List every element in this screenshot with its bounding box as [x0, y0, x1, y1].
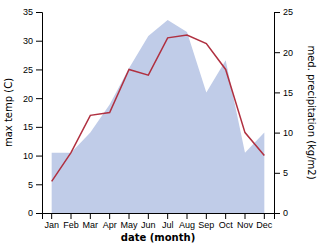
y-tick: 25 [23, 65, 42, 75]
x-tick-mark [90, 213, 91, 219]
y-tick-label: 20 [23, 94, 33, 104]
y-tick-label: 30 [23, 36, 33, 46]
x-tick: Jun [141, 213, 156, 230]
y2-tick-mark [274, 213, 280, 214]
x-tick-label: Feb [63, 220, 79, 230]
y2-axis-title: med. precipitation (kg/m2) [306, 45, 317, 179]
y2-tick: 15 [274, 88, 293, 98]
y2-tick: 0 [274, 208, 288, 218]
y-tick-label: 10 [23, 151, 33, 161]
plot: Jan Feb Mar AprMayJun Jul AugSep OctNovDec 0 5 10… [3, 7, 317, 243]
axis-domain [275, 13, 281, 214]
y-tick-mark [36, 184, 42, 185]
y2-tick: 20 [274, 48, 293, 58]
x-tick-mark [245, 213, 246, 219]
x-tick-label: Sep [198, 220, 214, 230]
y-tick-mark [36, 41, 42, 42]
y2-axis: 0 5 10 15 20 25 [274, 7, 293, 218]
y2-tick-label: 25 [283, 7, 293, 17]
axis-domain [43, 214, 275, 220]
x-tick: May [120, 213, 138, 230]
x-tick-mark [148, 213, 149, 219]
x-tick-label: Jun [141, 220, 156, 230]
y2-tick: 10 [274, 128, 293, 138]
y2-tick-mark [274, 133, 280, 134]
x-tick-label: Jan [44, 220, 59, 230]
x-tick-mark [206, 213, 207, 219]
y-tick-label: 5 [28, 180, 33, 190]
y-tick-label: 15 [23, 122, 33, 132]
y-tick-label: 25 [23, 65, 33, 75]
x-tick: Mar [83, 213, 99, 230]
x-tick-label: Jul [162, 220, 174, 230]
y2-tick: 25 [274, 7, 293, 17]
y2-tick: 5 [274, 168, 288, 178]
x-tick: Jan [44, 213, 59, 230]
x-tick: Apr [103, 213, 117, 230]
y-tick-mark [36, 127, 42, 128]
y-tick-mark [36, 213, 42, 214]
y2-tick-label: 5 [283, 168, 288, 178]
x-tick-mark [51, 213, 52, 219]
y2-tick-mark [274, 173, 280, 174]
y2-tick-mark [274, 92, 280, 93]
x-tick: Aug [179, 213, 195, 230]
x-tick: Jul [162, 213, 174, 230]
y-tick: 5 [28, 180, 42, 190]
chart-container: Jan Feb Mar AprMayJun Jul AugSep OctNovDec 0 5 10… [0, 0, 318, 247]
y2-tick-mark [274, 12, 280, 13]
x-tick-mark [109, 213, 110, 219]
x-axis: Jan Feb Mar AprMayJun Jul AugSep OctNovDec [43, 213, 275, 230]
y-tick: 30 [23, 36, 42, 46]
y-tick: 15 [23, 122, 42, 132]
y2-tick-label: 15 [283, 88, 293, 98]
y-tick-mark [36, 69, 42, 70]
y-tick: 35 [23, 7, 42, 17]
chart: Jan Feb Mar AprMayJun Jul AugSep OctNovDec 0 5 10… [0, 0, 318, 247]
y-tick-label: 0 [28, 208, 33, 218]
axis-domain [36, 13, 43, 214]
x-tick-label: Mar [83, 220, 99, 230]
y2-tick-label: 10 [283, 128, 293, 138]
x-tick-mark [264, 213, 265, 219]
x-tick-mark [129, 213, 130, 219]
y-tick: 20 [23, 94, 42, 104]
temp-line [52, 35, 265, 181]
y-axis: 0 5 10 15 20 25 30 35 [23, 7, 43, 218]
y-tick-mark [36, 156, 42, 157]
y2-tick-label: 20 [283, 48, 293, 58]
x-axis-title: date (month) [121, 232, 195, 243]
y2-tick-mark [274, 52, 280, 53]
y-tick-label: 35 [23, 7, 33, 17]
precip-area [52, 20, 265, 213]
x-tick: Oct [219, 213, 234, 230]
x-tick-label: Nov [237, 220, 254, 230]
x-tick-mark [167, 213, 168, 219]
x-tick: Nov [237, 213, 254, 230]
x-tick-label: May [120, 220, 138, 230]
x-tick: Dec [256, 213, 273, 230]
y-axis-title: max temp (C) [3, 78, 14, 147]
x-tick-label: Aug [179, 220, 195, 230]
y-tick-mark [36, 98, 42, 99]
y2-tick-label: 0 [283, 208, 288, 218]
x-tick: Sep [198, 213, 214, 230]
x-tick-label: Oct [219, 220, 234, 230]
x-tick-mark [225, 213, 226, 219]
x-tick-label: Dec [256, 220, 273, 230]
marks [52, 20, 265, 213]
x-tick-mark [187, 213, 188, 219]
x-tick: Feb [63, 213, 79, 230]
x-tick-mark [71, 213, 72, 219]
y-tick-mark [36, 12, 42, 13]
y-tick: 0 [28, 208, 42, 218]
y-tick: 10 [23, 151, 42, 161]
x-tick-label: Apr [103, 220, 117, 230]
